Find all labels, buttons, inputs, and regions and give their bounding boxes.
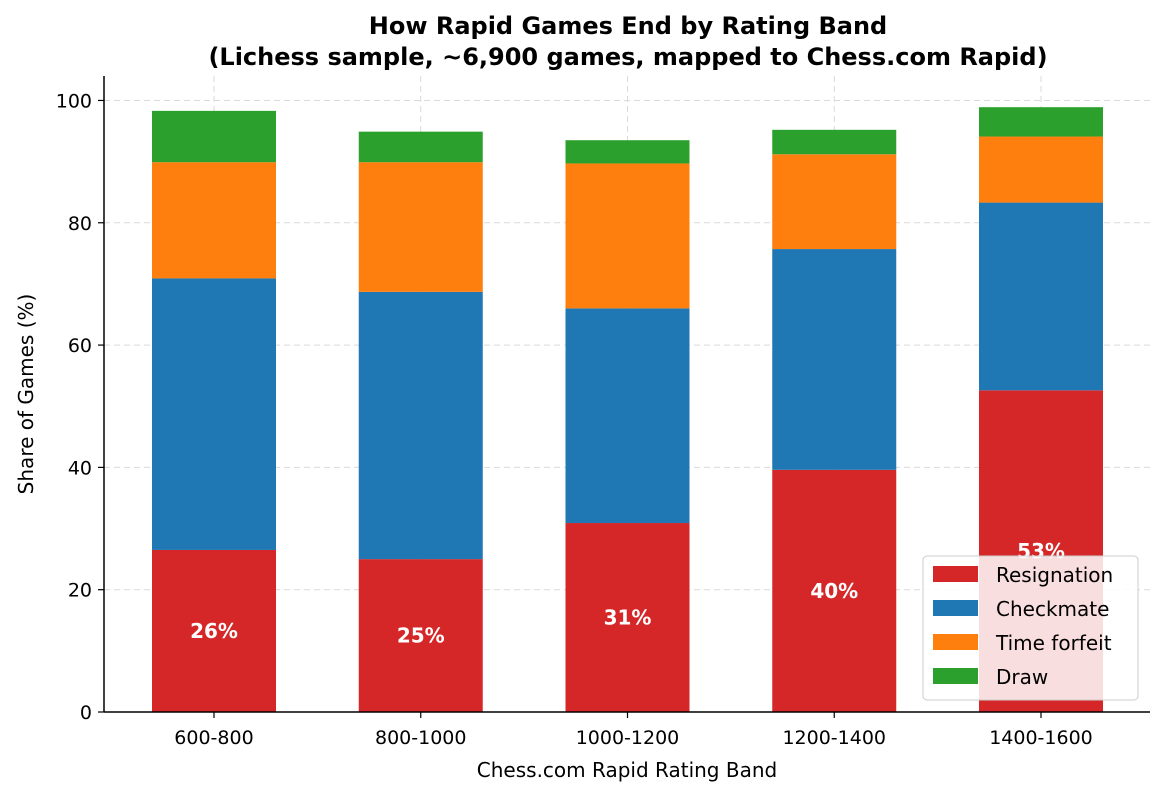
data-label: 26%: [190, 619, 238, 643]
x-axis-label: Chess.com Rapid Rating Band: [477, 758, 777, 782]
bar-segment-checkmate: [772, 249, 897, 470]
bars: [152, 107, 1103, 712]
legend-swatch: [933, 668, 978, 684]
legend: Resignation Checkmate Time forfeit Draw: [922, 555, 1139, 701]
bar-segment-time-forfeit: [565, 163, 690, 309]
legend-label: Draw: [996, 665, 1048, 689]
chart-title: How Rapid Games End by Rating Band: [369, 12, 887, 40]
y-tick-label: 80: [68, 213, 92, 235]
data-label: 40%: [810, 579, 858, 603]
bar-segment-checkmate: [979, 202, 1103, 391]
x-tick-label: 1200-1400: [782, 727, 886, 749]
y-tick-label: 100: [56, 90, 92, 112]
data-label: 25%: [397, 624, 445, 648]
bar-segment-time-forfeit: [772, 154, 897, 250]
bar-segment-resignation: [358, 559, 483, 712]
x-tick-label: 600-800: [174, 727, 253, 749]
y-axis-label: Share of Games (%): [14, 294, 38, 495]
legend-swatch: [933, 566, 978, 582]
bar-segment-checkmate: [152, 278, 276, 550]
legend-swatch: [933, 634, 978, 650]
legend-box: [922, 555, 1139, 701]
legend-label: Resignation: [996, 563, 1113, 587]
bar-segment-time-forfeit: [358, 162, 483, 292]
data-label: 31%: [604, 606, 652, 630]
bar-segment-resignation: [152, 549, 276, 712]
legend-label: Time forfeit: [995, 631, 1112, 655]
y-tick-label: 0: [80, 702, 92, 724]
bar-segment-draw: [565, 140, 690, 164]
y-tick-label: 20: [68, 580, 92, 602]
bar-segment-checkmate: [565, 308, 690, 524]
bar-segment-time-forfeit: [152, 162, 276, 279]
bar-segment-draw: [979, 107, 1103, 137]
bar-segment-checkmate: [358, 291, 483, 560]
bar-segment-resignation: [772, 469, 897, 712]
x-tick-label: 800-1000: [375, 727, 466, 749]
legend-swatch: [933, 600, 978, 616]
x-tick-label: 1000-1200: [576, 727, 680, 749]
legend-label: Checkmate: [996, 597, 1109, 621]
bar-segment-time-forfeit: [979, 136, 1103, 203]
axis-ticks: 0 20 40 60 80 100 600-800 800-1000 1000-1200 1200…: [56, 90, 1093, 749]
bar-segment-draw: [358, 131, 483, 163]
chart-subtitle: (Lichess sample, ~6,900 games, mapped to…: [208, 43, 1047, 71]
y-tick-label: 40: [68, 457, 92, 479]
y-tick-label: 60: [68, 335, 92, 357]
bar-segment-resignation: [565, 523, 690, 712]
bar-segment-draw: [772, 129, 897, 155]
bar-segment-draw: [152, 110, 276, 163]
x-tick-label: 1400-1600: [989, 727, 1093, 749]
